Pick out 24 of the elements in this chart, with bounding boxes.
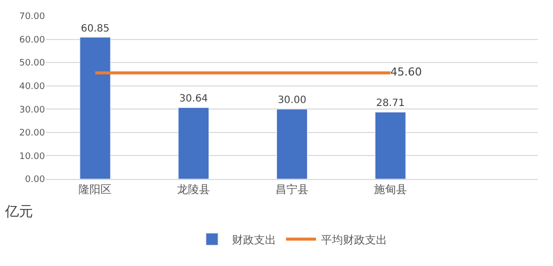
bar (80, 37, 111, 179)
x-tick-label: 隆阳区 (78, 183, 112, 196)
data-label: 30.64 (179, 94, 208, 105)
legend-label: 财政支出 (232, 233, 276, 246)
y-tick-label: 20.00 (19, 128, 46, 139)
legend-label: 平均财政支出 (321, 233, 387, 246)
bar (276, 108, 308, 179)
y-tick-label: 30.00 (19, 105, 46, 116)
y-tick-label: 10.00 (19, 152, 46, 162)
data-label: 30.00 (278, 95, 306, 106)
y-tick-label: 60.00 (19, 35, 46, 46)
bar (374, 112, 406, 179)
y-tick-label: 50.00 (19, 58, 46, 69)
y-axis-title: 亿元 (4, 204, 33, 220)
x-tick-label: 龙陵县 (177, 183, 210, 196)
bar (178, 107, 210, 179)
x-tick-label: 昌宁县 (276, 183, 308, 196)
y-tick-label: 70.00 (19, 12, 46, 22)
data-label: 45.60 (390, 66, 422, 79)
y-tick-label: 0.00 (24, 175, 46, 186)
y-tick-label: 40.00 (19, 82, 46, 92)
data-label: 60.85 (80, 23, 110, 34)
x-tick-label: 施甸县 (374, 183, 407, 196)
data-label: 28.71 (376, 98, 405, 110)
